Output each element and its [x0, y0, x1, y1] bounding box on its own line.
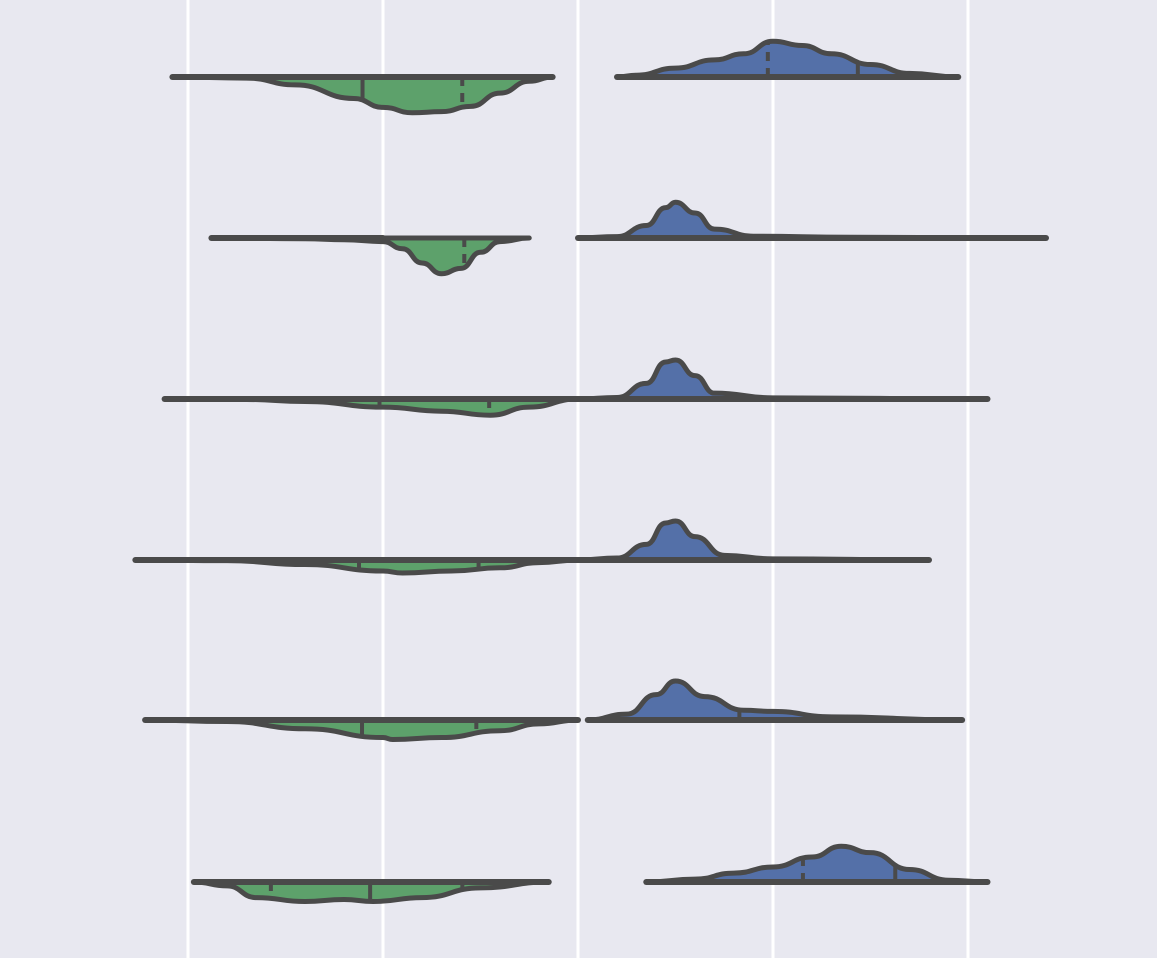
violin-positive-row-0: [614, 38, 961, 80]
violin-positive-row-5: [643, 843, 990, 885]
gridlines: [186, 0, 970, 958]
violins: [132, 38, 1049, 904]
violin-positive-row-4: [585, 678, 965, 723]
